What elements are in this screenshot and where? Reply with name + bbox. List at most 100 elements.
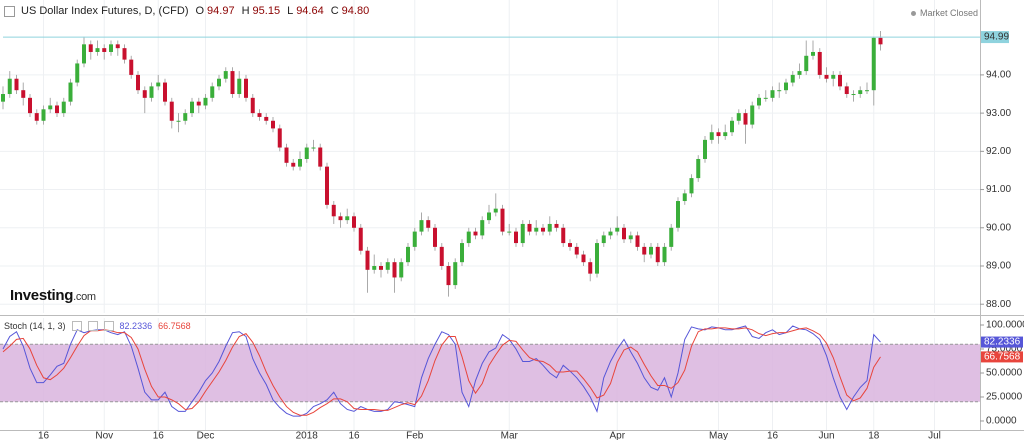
candle-body	[723, 132, 728, 137]
candle-body	[534, 227, 539, 232]
chart-header: US Dollar Index Futures, D, (CFD) O 94.97…	[4, 5, 369, 17]
candle-body	[628, 235, 633, 240]
candle-body	[399, 262, 404, 278]
candle-body	[163, 82, 167, 102]
candle-body	[183, 113, 188, 121]
candle-body	[345, 216, 350, 221]
candle-body	[331, 204, 336, 217]
y-tick-label: 93.00	[986, 108, 1011, 119]
overbought-oversold-band	[0, 344, 980, 402]
candle-body	[365, 250, 370, 270]
candle-body	[426, 220, 431, 228]
candle-body	[743, 113, 748, 125]
candle-body	[142, 90, 147, 98]
indicator-hide-icon[interactable]	[87, 321, 98, 331]
candle-body	[541, 227, 545, 232]
candle-body	[21, 90, 26, 98]
candle-body	[95, 48, 100, 52]
candle-body	[318, 147, 323, 167]
candle-body	[264, 116, 269, 121]
indicator-title: Stoch (14, 1, 3)	[4, 321, 66, 331]
candle-body	[196, 101, 201, 106]
candle-body	[682, 193, 687, 202]
candle-body	[1, 94, 5, 102]
y-tick-label: 50.0000	[986, 368, 1023, 379]
candle-body	[574, 246, 579, 255]
y-tick-label: 94.00	[986, 70, 1011, 81]
x-tick-label: 16	[153, 431, 165, 440]
candle-body	[82, 44, 86, 64]
candle-body	[642, 246, 647, 255]
candle-body	[554, 223, 559, 228]
candle-body	[824, 74, 829, 79]
candle-body	[520, 223, 525, 244]
indicator-remove-icon[interactable]	[103, 321, 114, 331]
candle-body	[500, 208, 505, 232]
indicator-value: 66.7568	[158, 321, 191, 331]
candle-body	[230, 71, 235, 95]
candle-body	[41, 109, 46, 121]
last-value-label: 66.7568	[984, 352, 1021, 363]
x-tick-label: May	[709, 431, 728, 440]
candle-body	[34, 113, 39, 121]
market-status: Market Closed	[911, 8, 978, 18]
y-tick-label: 89.00	[986, 261, 1011, 272]
last-value-tag	[981, 351, 1023, 363]
candle-body	[284, 147, 289, 163]
collapse-icon[interactable]	[4, 5, 15, 17]
candle-body	[277, 128, 282, 148]
candle-body	[608, 231, 613, 236]
x-tick-label: Nov	[95, 431, 113, 440]
candle-body	[696, 158, 701, 179]
candle-body	[615, 227, 620, 232]
candle-body	[392, 262, 397, 278]
candle-body	[595, 243, 599, 274]
logo-suffix: .com	[73, 291, 96, 303]
candle-body	[831, 74, 836, 79]
candle-body	[385, 262, 390, 270]
x-tick-label: Jun	[818, 431, 834, 440]
candle-body	[102, 48, 107, 52]
ohlc-key: H	[241, 5, 250, 17]
indicator-settings-icon[interactable]	[71, 321, 82, 331]
candle-body	[777, 90, 782, 92]
candle-body	[439, 246, 444, 266]
candle-body	[28, 97, 32, 114]
candle-body	[210, 86, 215, 98]
candle-body	[250, 97, 255, 114]
candle-body	[662, 246, 667, 263]
chart-title: US Dollar Index Futures, D, (CFD)	[21, 5, 189, 17]
ohlc-key: O	[195, 5, 205, 17]
candle-body	[109, 44, 113, 52]
candle-body	[601, 235, 606, 244]
last-price-label: 94.99	[984, 32, 1009, 43]
y-tick-label: 91.00	[986, 184, 1011, 195]
candle-body	[493, 208, 498, 213]
candle-body	[244, 78, 248, 98]
candle-body	[547, 223, 552, 232]
candle-body	[237, 78, 242, 95]
candle-body	[61, 101, 66, 114]
candle-body	[257, 113, 262, 117]
indicator-value: 82.2336	[119, 321, 153, 331]
candle-body	[446, 265, 451, 286]
candle-body	[865, 90, 869, 92]
x-tick-label: Jul	[928, 431, 941, 440]
candle-body	[115, 44, 120, 49]
candle-body	[466, 231, 471, 244]
candle-body	[770, 90, 775, 98]
last-price-tag	[981, 31, 1009, 44]
last-value-label: 82.2336	[984, 337, 1021, 348]
candle-body	[379, 265, 383, 270]
candle-body	[55, 105, 59, 114]
candle-body	[149, 86, 154, 98]
candle-body	[453, 262, 458, 286]
x-tick-label: Mar	[501, 431, 519, 440]
candle-body	[527, 223, 532, 232]
candle-body	[635, 235, 640, 247]
candle-body	[581, 254, 586, 263]
ohlc-value: 94.97	[207, 5, 235, 17]
candle-body	[223, 71, 228, 79]
candle-body	[271, 120, 275, 129]
candle-body	[851, 94, 856, 96]
